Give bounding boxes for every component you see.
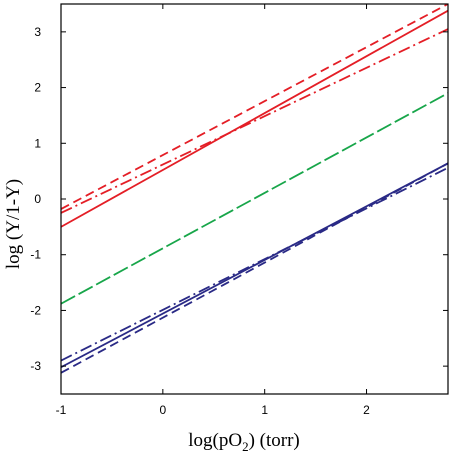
axes-group: -1 0 1 2 -3 -2 -1 0 1 2 3 bbox=[30, 4, 448, 417]
y-tick-label: 2 bbox=[34, 81, 41, 95]
x-tick-label: 1 bbox=[261, 403, 268, 417]
x-tick-label: -1 bbox=[56, 403, 67, 417]
y-tick-label: 3 bbox=[34, 25, 41, 39]
series-line bbox=[61, 162, 448, 374]
y-tick-label: -1 bbox=[30, 248, 41, 262]
y-tick-label: -2 bbox=[30, 303, 41, 317]
x-axis-title-prefix: log(pO bbox=[188, 430, 242, 451]
x-axis-title-suffix: ) (torr) bbox=[249, 430, 300, 451]
x-tick-label: 0 bbox=[159, 403, 166, 417]
x-tick-label: 2 bbox=[363, 403, 370, 417]
series-line bbox=[61, 92, 448, 305]
x-axis-title-subscript: 2 bbox=[242, 439, 249, 454]
series-group bbox=[61, 4, 448, 374]
series-line bbox=[61, 28, 448, 214]
series-line bbox=[61, 4, 448, 210]
y-axis-title: log (Y/1-Y) bbox=[3, 179, 24, 269]
series-line bbox=[61, 166, 448, 362]
y-tick-label: 0 bbox=[34, 192, 41, 206]
x-axis-title: log(pO2) (torr) bbox=[188, 430, 300, 454]
y-tick-label: 1 bbox=[34, 136, 41, 150]
y-tick-label: -3 bbox=[30, 359, 41, 373]
series-line bbox=[61, 9, 448, 228]
